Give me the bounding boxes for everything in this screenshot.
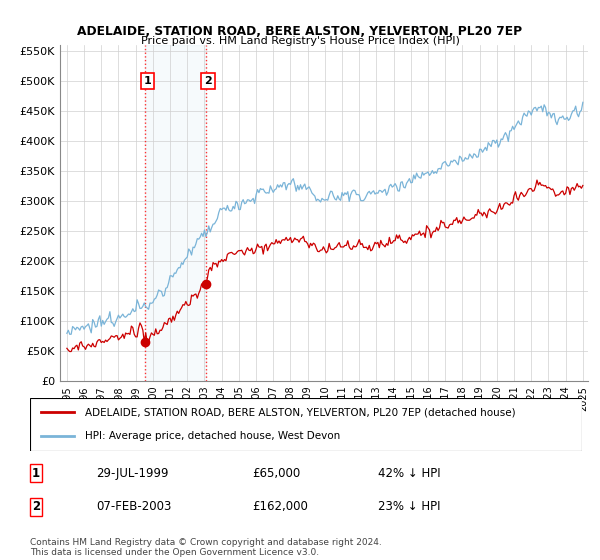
FancyBboxPatch shape (30, 398, 582, 451)
Text: 2: 2 (204, 76, 212, 86)
Text: Price paid vs. HM Land Registry's House Price Index (HPI): Price paid vs. HM Land Registry's House … (140, 36, 460, 46)
Text: HPI: Average price, detached house, West Devon: HPI: Average price, detached house, West… (85, 431, 340, 441)
Text: £162,000: £162,000 (252, 500, 308, 514)
Bar (145, 45, 206, 381)
Text: 2: 2 (32, 500, 40, 514)
Text: £65,000: £65,000 (252, 466, 300, 480)
Text: Contains HM Land Registry data © Crown copyright and database right 2024.
This d: Contains HM Land Registry data © Crown c… (30, 538, 382, 557)
Text: 23% ↓ HPI: 23% ↓ HPI (378, 500, 440, 514)
Text: 1: 1 (143, 76, 151, 86)
Text: 1: 1 (32, 466, 40, 480)
Text: 29-JUL-1999: 29-JUL-1999 (96, 466, 169, 480)
Text: ADELAIDE, STATION ROAD, BERE ALSTON, YELVERTON, PL20 7EP: ADELAIDE, STATION ROAD, BERE ALSTON, YEL… (77, 25, 523, 38)
Text: ADELAIDE, STATION ROAD, BERE ALSTON, YELVERTON, PL20 7EP (detached house): ADELAIDE, STATION ROAD, BERE ALSTON, YEL… (85, 408, 516, 418)
Text: 07-FEB-2003: 07-FEB-2003 (96, 500, 172, 514)
Text: 42% ↓ HPI: 42% ↓ HPI (378, 466, 440, 480)
